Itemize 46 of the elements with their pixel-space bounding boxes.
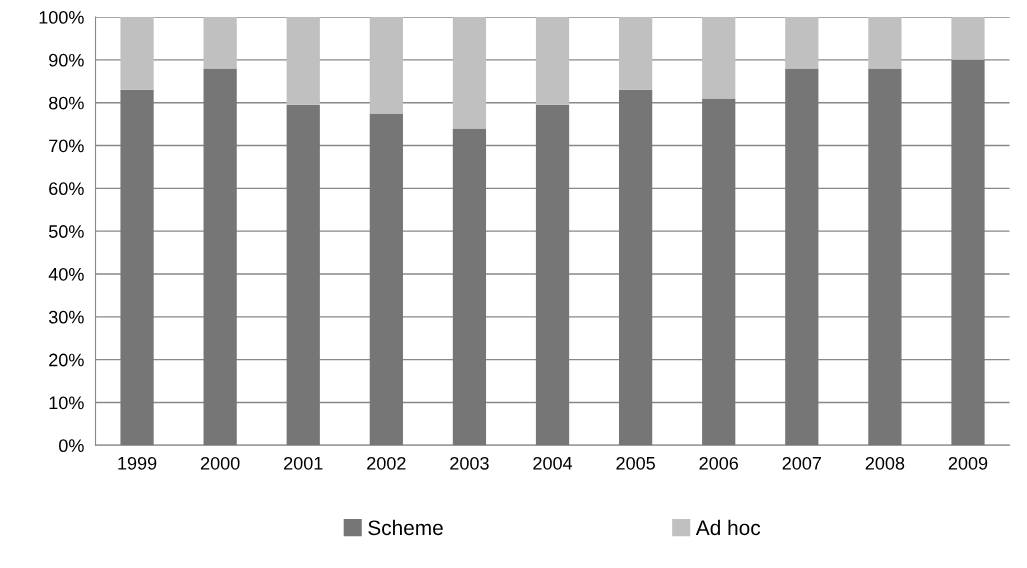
bar xyxy=(535,17,570,105)
bar xyxy=(369,113,403,446)
y-tick-label: 0% xyxy=(59,439,84,453)
y-tick-label: 50% xyxy=(48,225,84,238)
bar xyxy=(868,17,902,69)
x-tick-label: 2005 xyxy=(616,456,655,470)
y-tick-label: 40% xyxy=(48,267,84,281)
bar xyxy=(785,17,819,69)
bar xyxy=(120,17,154,90)
bar xyxy=(286,17,320,105)
bar xyxy=(203,17,237,69)
bar xyxy=(619,17,653,90)
bar xyxy=(785,68,819,446)
bar xyxy=(286,104,320,446)
x-tick-label: 2006 xyxy=(699,456,738,470)
x-tick-label: 1999 xyxy=(118,456,157,470)
x-tick-label: 2002 xyxy=(367,456,406,470)
y-tick-label: 30% xyxy=(48,310,84,324)
y-tick-label: 100% xyxy=(39,10,84,24)
legend-label: Scheme xyxy=(368,519,443,536)
bar xyxy=(951,17,985,60)
y-tick-label: 80% xyxy=(49,96,84,110)
bar xyxy=(702,98,736,446)
x-tick-label: 2003 xyxy=(450,456,489,470)
legend-label: Ad hoc xyxy=(695,519,761,536)
x-tick-label: 2004 xyxy=(533,456,573,470)
x-tick-label: 2008 xyxy=(865,456,905,470)
x-tick-label: 2009 xyxy=(948,456,988,470)
bar xyxy=(702,17,736,99)
bar xyxy=(452,128,487,446)
y-tick-label: 60% xyxy=(49,182,84,196)
y-tick-label: 20% xyxy=(49,353,84,367)
bar xyxy=(868,68,902,446)
x-tick-label: 2000 xyxy=(200,456,240,470)
y-tick-label: 10% xyxy=(49,396,84,410)
x-tick-label: 2001 xyxy=(284,456,323,470)
bar xyxy=(452,17,487,129)
y-tick-label: 90% xyxy=(49,53,84,67)
bar xyxy=(535,104,570,446)
y-tick-label: 70% xyxy=(49,139,84,153)
bar xyxy=(203,68,237,446)
x-tick-label: 2007 xyxy=(782,456,821,470)
bar xyxy=(120,89,154,446)
bar xyxy=(951,59,985,446)
bar xyxy=(619,89,653,446)
bar xyxy=(369,17,403,114)
